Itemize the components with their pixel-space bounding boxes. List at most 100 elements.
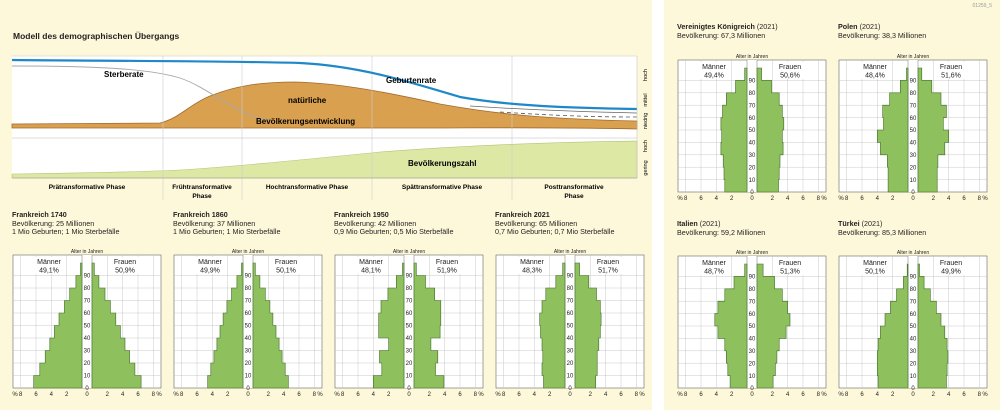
- x-tick-label: 8: [502, 392, 506, 398]
- level-low-label: niedrig: [643, 113, 649, 130]
- age-tick-label: 40: [749, 141, 756, 147]
- age-tick-label: 90: [406, 274, 413, 280]
- x-tick-label: 4: [121, 392, 125, 398]
- men-percentage: 50,1%: [865, 269, 885, 276]
- age-tick-label: 30: [84, 349, 91, 355]
- transition-model-diagram: Sterberate Geburtenrate natürliche Bevöl…: [11, 55, 649, 200]
- women-label-bg: [936, 62, 966, 79]
- x-tick-label: %: [334, 392, 340, 398]
- men-percentage: 48,3%: [522, 268, 542, 275]
- age-tick-label: 80: [245, 286, 252, 292]
- x-tick-label: 6: [801, 196, 805, 202]
- x-tick-label: %: [982, 196, 988, 202]
- x-tick-label: %: [677, 196, 683, 202]
- women-percentage: 51,3%: [780, 269, 800, 276]
- phase-label-5b: Phase: [564, 193, 584, 200]
- female-bars: [574, 262, 602, 389]
- age-strip: [747, 60, 757, 192]
- phase-label-1: Prätransformative Phase: [49, 184, 126, 191]
- x-tick-label: %: [639, 392, 645, 398]
- age-tick-label: 0: [407, 386, 411, 392]
- pyramid-year: (2021): [859, 22, 881, 31]
- female-bars: [917, 67, 949, 193]
- male-bars: [714, 263, 748, 389]
- men-label-bg: [699, 258, 729, 275]
- pyramid-title: Frankreich 1740: [12, 210, 67, 219]
- phase-label-2a: Frühtransformative: [172, 184, 232, 191]
- male-bars: [373, 262, 405, 389]
- x-tick-label: 4: [947, 392, 951, 398]
- x-tick-label: 2: [730, 392, 734, 398]
- men-label-bg: [860, 62, 890, 79]
- age-tick-label: 70: [245, 299, 252, 305]
- x-tick-label: 4: [604, 392, 608, 398]
- age-strip: [747, 256, 757, 388]
- age-axis-caption: Alter in Jahren: [736, 250, 768, 256]
- age-axis-caption: Alter in Jahren: [897, 54, 929, 60]
- male-bars: [877, 263, 909, 389]
- women-label: Frauen: [275, 259, 297, 266]
- age-tick-label: 10: [749, 178, 756, 184]
- x-tick-label: %: [156, 392, 162, 398]
- men-label-bg: [860, 258, 890, 275]
- men-label: Männer: [863, 64, 887, 71]
- x-tick-label: 4: [876, 392, 880, 398]
- age-tick-label: 90: [749, 79, 756, 85]
- x-tick-label: 0: [750, 392, 754, 398]
- x-tick-label: 4: [211, 392, 215, 398]
- age-tick-label: 60: [910, 312, 917, 318]
- pyramid-heading: Türkei (2021) Bevölkerung: 85,3 Millione…: [838, 219, 926, 237]
- age-strip: [908, 256, 918, 388]
- x-tick-label: 2: [730, 196, 734, 202]
- age-tick-label: 0: [750, 190, 754, 196]
- age-axis-caption: Alter in Jahren: [736, 54, 768, 60]
- age-tick-label: 0: [568, 386, 572, 392]
- age-tick-label: 50: [749, 128, 756, 134]
- women-label-bg: [936, 258, 966, 275]
- women-percentage: 51,6%: [941, 73, 961, 80]
- x-tick-label: 2: [226, 392, 230, 398]
- future-line-dashed: [499, 111, 638, 118]
- x-tick-label: 2: [891, 196, 895, 202]
- age-tick-label: 40: [749, 337, 756, 343]
- x-tick-label: 6: [517, 392, 521, 398]
- deathrate-label: Sterberate: [104, 70, 144, 79]
- women-label-bg: [271, 257, 301, 274]
- female-bars: [756, 67, 785, 193]
- x-tick-label: 4: [50, 392, 54, 398]
- x-tick-label: %: [982, 392, 988, 398]
- x-tick-label: 4: [282, 392, 286, 398]
- x-tick-label: 6: [458, 392, 462, 398]
- pyramid-births: 0,9 Mio Geburten; 0,5 Mio Sterbefälle: [334, 227, 454, 237]
- x-tick-label: 8: [19, 392, 23, 398]
- women-label-bg: [432, 257, 462, 274]
- age-axis-caption: Alter in Jahren: [393, 249, 425, 255]
- x-tick-label: 0: [911, 392, 915, 398]
- men-label-bg: [517, 257, 547, 274]
- x-tick-label: 2: [387, 392, 391, 398]
- female-bars: [413, 262, 445, 389]
- pyramid-heading: Vereinigtes Königreich (2021) Bevölkerun…: [677, 22, 778, 40]
- phase-label-5a: Posttransformative: [544, 184, 604, 191]
- x-tick-label: %: [12, 392, 18, 398]
- x-tick-label: 2: [932, 392, 936, 398]
- men-label-bg: [356, 257, 386, 274]
- age-tick-label: 40: [245, 336, 252, 342]
- age-tick-label: 80: [749, 287, 756, 293]
- women-label: Frauen: [940, 260, 962, 267]
- men-label: Männer: [863, 260, 887, 267]
- age-tick-label: 20: [749, 361, 756, 367]
- x-tick-label: 6: [619, 392, 623, 398]
- x-tick-label: 6: [34, 392, 38, 398]
- men-percentage: 48,4%: [865, 73, 885, 80]
- age-tick-label: 70: [406, 299, 413, 305]
- age-tick-label: 30: [406, 349, 413, 355]
- pyramid-births: 1 Mio Geburten; 1 Mio Sterbefälle: [173, 227, 281, 237]
- women-label-bg: [593, 257, 623, 274]
- phase-label-3: Hochtransformative Phase: [266, 184, 349, 191]
- x-tick-label: 8: [684, 392, 688, 398]
- x-tick-label: %: [495, 392, 501, 398]
